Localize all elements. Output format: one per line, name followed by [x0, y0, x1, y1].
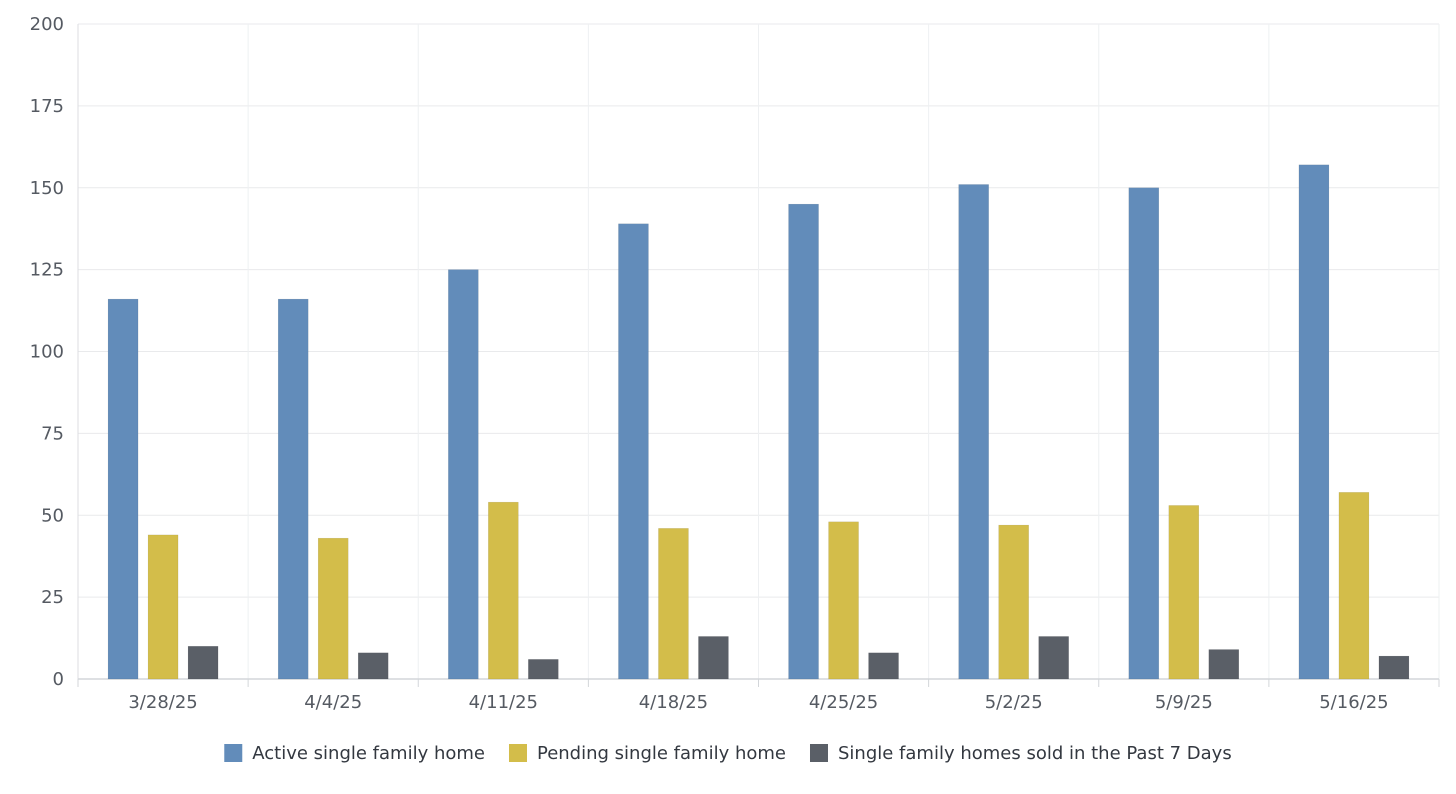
- bar-series-1-4-11-25[interactable]: [448, 269, 479, 680]
- y-tick-label: 75: [41, 423, 64, 444]
- legend-item-series-3[interactable]: Single family homes sold in the Past 7 D…: [809, 743, 1232, 764]
- x-tick-label: 4/25/25: [809, 692, 878, 713]
- x-tick-label: 5/16/25: [1319, 692, 1388, 713]
- bar-series-2-4-18-25[interactable]: [658, 528, 689, 680]
- bar-series-2-4-4-25[interactable]: [317, 537, 349, 680]
- x-tick-label: 4/11/25: [469, 692, 538, 713]
- bar-series-1-5-2-25[interactable]: [958, 184, 989, 680]
- legend-label: Active single family home: [252, 743, 485, 764]
- legend-item-series-2[interactable]: Pending single family home: [508, 743, 786, 764]
- x-tick-label: 4/4/25: [304, 692, 362, 713]
- legend-item-series-1[interactable]: Active single family home: [224, 743, 485, 764]
- x-tick-label: 3/28/25: [128, 692, 197, 713]
- y-tick-label: 0: [53, 669, 64, 690]
- bar-series-2-5-2-25[interactable]: [998, 524, 1029, 680]
- bar-series-3-5-9-25[interactable]: [1208, 649, 1240, 680]
- legend-swatch: [508, 744, 527, 762]
- bar-series-1-4-25-25[interactable]: [788, 203, 819, 680]
- x-tick-label: 4/18/25: [639, 692, 708, 713]
- y-tick-label: 150: [30, 178, 64, 199]
- bar-series-1-3-28-25[interactable]: [107, 298, 139, 680]
- bar-series-1-5-9-25[interactable]: [1128, 187, 1160, 680]
- bar-series-3-4-18-25[interactable]: [698, 636, 729, 680]
- bar-series-2-3-28-25[interactable]: [147, 534, 179, 680]
- bar-series-2-4-11-25[interactable]: [488, 501, 519, 680]
- bar-series-3-3-28-25[interactable]: [187, 646, 219, 680]
- legend-swatch: [224, 744, 243, 762]
- bars: [107, 164, 1410, 680]
- x-axis: 3/28/25 4/4/25 4/11/25 4/18/25 4/25/25 5/2/25…: [77, 678, 1440, 713]
- y-tick-label: 50: [41, 505, 64, 526]
- y-tick-label: 125: [30, 260, 64, 281]
- bar-series-3-4-11-25[interactable]: [528, 659, 559, 680]
- bar-series-3-5-16-25[interactable]: [1378, 655, 1410, 680]
- bar-series-1-4-18-25[interactable]: [618, 223, 649, 680]
- bar-series-2-5-16-25[interactable]: [1338, 492, 1370, 680]
- legend[interactable]: Active single family home Pending single …: [224, 743, 1232, 764]
- y-axis: 0 25 50 75 100 125 150 175 200: [30, 14, 64, 690]
- legend-swatch: [809, 744, 828, 762]
- bar-series-2-4-25-25[interactable]: [828, 521, 859, 680]
- x-tick-label: 5/2/25: [985, 692, 1043, 713]
- bar-series-3-4-4-25[interactable]: [357, 652, 389, 680]
- x-tick-label: 5/9/25: [1155, 692, 1213, 713]
- y-tick-label: 200: [30, 14, 64, 35]
- y-tick-label: 175: [30, 96, 64, 117]
- y-tick-label: 25: [41, 587, 64, 608]
- y-tick-label: 100: [30, 342, 64, 363]
- bar-series-1-4-4-25[interactable]: [277, 298, 309, 680]
- legend-label: Pending single family home: [537, 743, 786, 764]
- bar-series-1-5-16-25[interactable]: [1298, 164, 1330, 680]
- bar-series-2-5-9-25[interactable]: [1168, 505, 1200, 680]
- legend-label: Single family homes sold in the Past 7 D…: [838, 743, 1232, 764]
- bar-series-3-4-25-25[interactable]: [868, 652, 899, 680]
- bar-series-3-5-2-25[interactable]: [1038, 636, 1069, 680]
